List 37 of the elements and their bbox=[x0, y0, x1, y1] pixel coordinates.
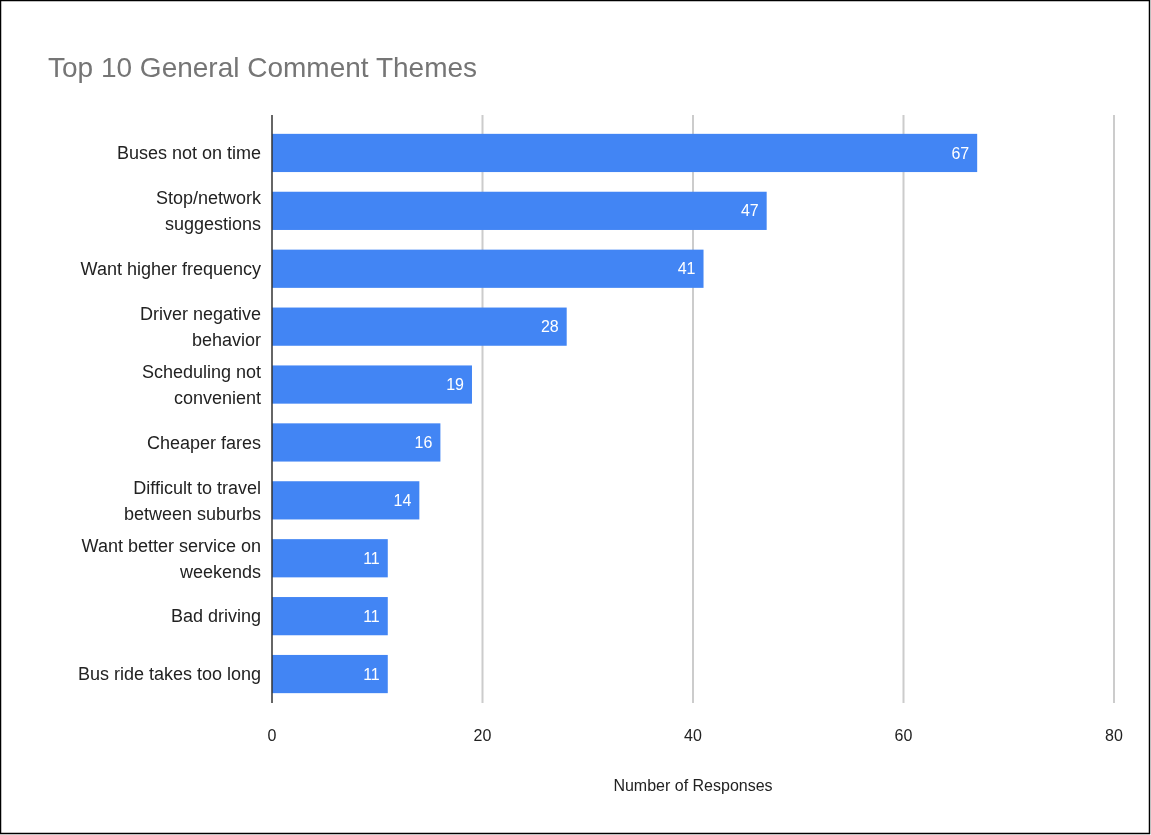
x-tick-label: 20 bbox=[473, 727, 492, 744]
y-tick-label: Buses not on time bbox=[116, 143, 261, 164]
y-tick-label: Want higher frequency bbox=[80, 259, 261, 280]
y-tick-label: Bad driving bbox=[170, 606, 261, 627]
data-label: 67 bbox=[951, 144, 970, 162]
bar bbox=[272, 481, 420, 520]
bar bbox=[272, 307, 567, 346]
x-tick-label: 80 bbox=[1105, 727, 1123, 744]
y-tick-label: Difficult to travel between suburbs bbox=[123, 477, 261, 524]
data-label: 14 bbox=[393, 491, 412, 509]
bar bbox=[272, 423, 441, 462]
bar bbox=[272, 249, 704, 288]
y-tick-label: Bus ride takes too long bbox=[77, 664, 261, 685]
chart-title: Top 10 General Comment Themes bbox=[48, 52, 478, 83]
x-tick-label: 60 bbox=[894, 727, 913, 744]
data-label: 28 bbox=[540, 318, 559, 336]
data-label: 11 bbox=[363, 665, 380, 683]
bar bbox=[272, 365, 472, 404]
data-label: 11 bbox=[363, 549, 380, 567]
data-label: 11 bbox=[363, 607, 380, 625]
data-label: 41 bbox=[677, 260, 696, 278]
data-label: 16 bbox=[414, 434, 433, 452]
x-tick-label: 0 bbox=[267, 727, 277, 744]
x-axis-title: Number of Responses bbox=[613, 777, 773, 794]
y-tick-label: Stop/network suggestions bbox=[155, 188, 262, 235]
y-tick-label: Driver negative behavior bbox=[139, 303, 262, 350]
y-tick-label: Cheaper fares bbox=[146, 432, 261, 453]
bar bbox=[272, 597, 388, 636]
bar bbox=[272, 654, 388, 694]
bar bbox=[272, 191, 767, 230]
data-label: 47 bbox=[740, 202, 759, 220]
data-label: 19 bbox=[446, 376, 465, 394]
y-tick-label: Want better service on weekends bbox=[81, 535, 261, 582]
bar bbox=[272, 539, 388, 578]
bar bbox=[272, 133, 978, 173]
x-tick-label: 40 bbox=[684, 727, 702, 744]
y-tick-label: Scheduling not convenient bbox=[141, 361, 261, 408]
